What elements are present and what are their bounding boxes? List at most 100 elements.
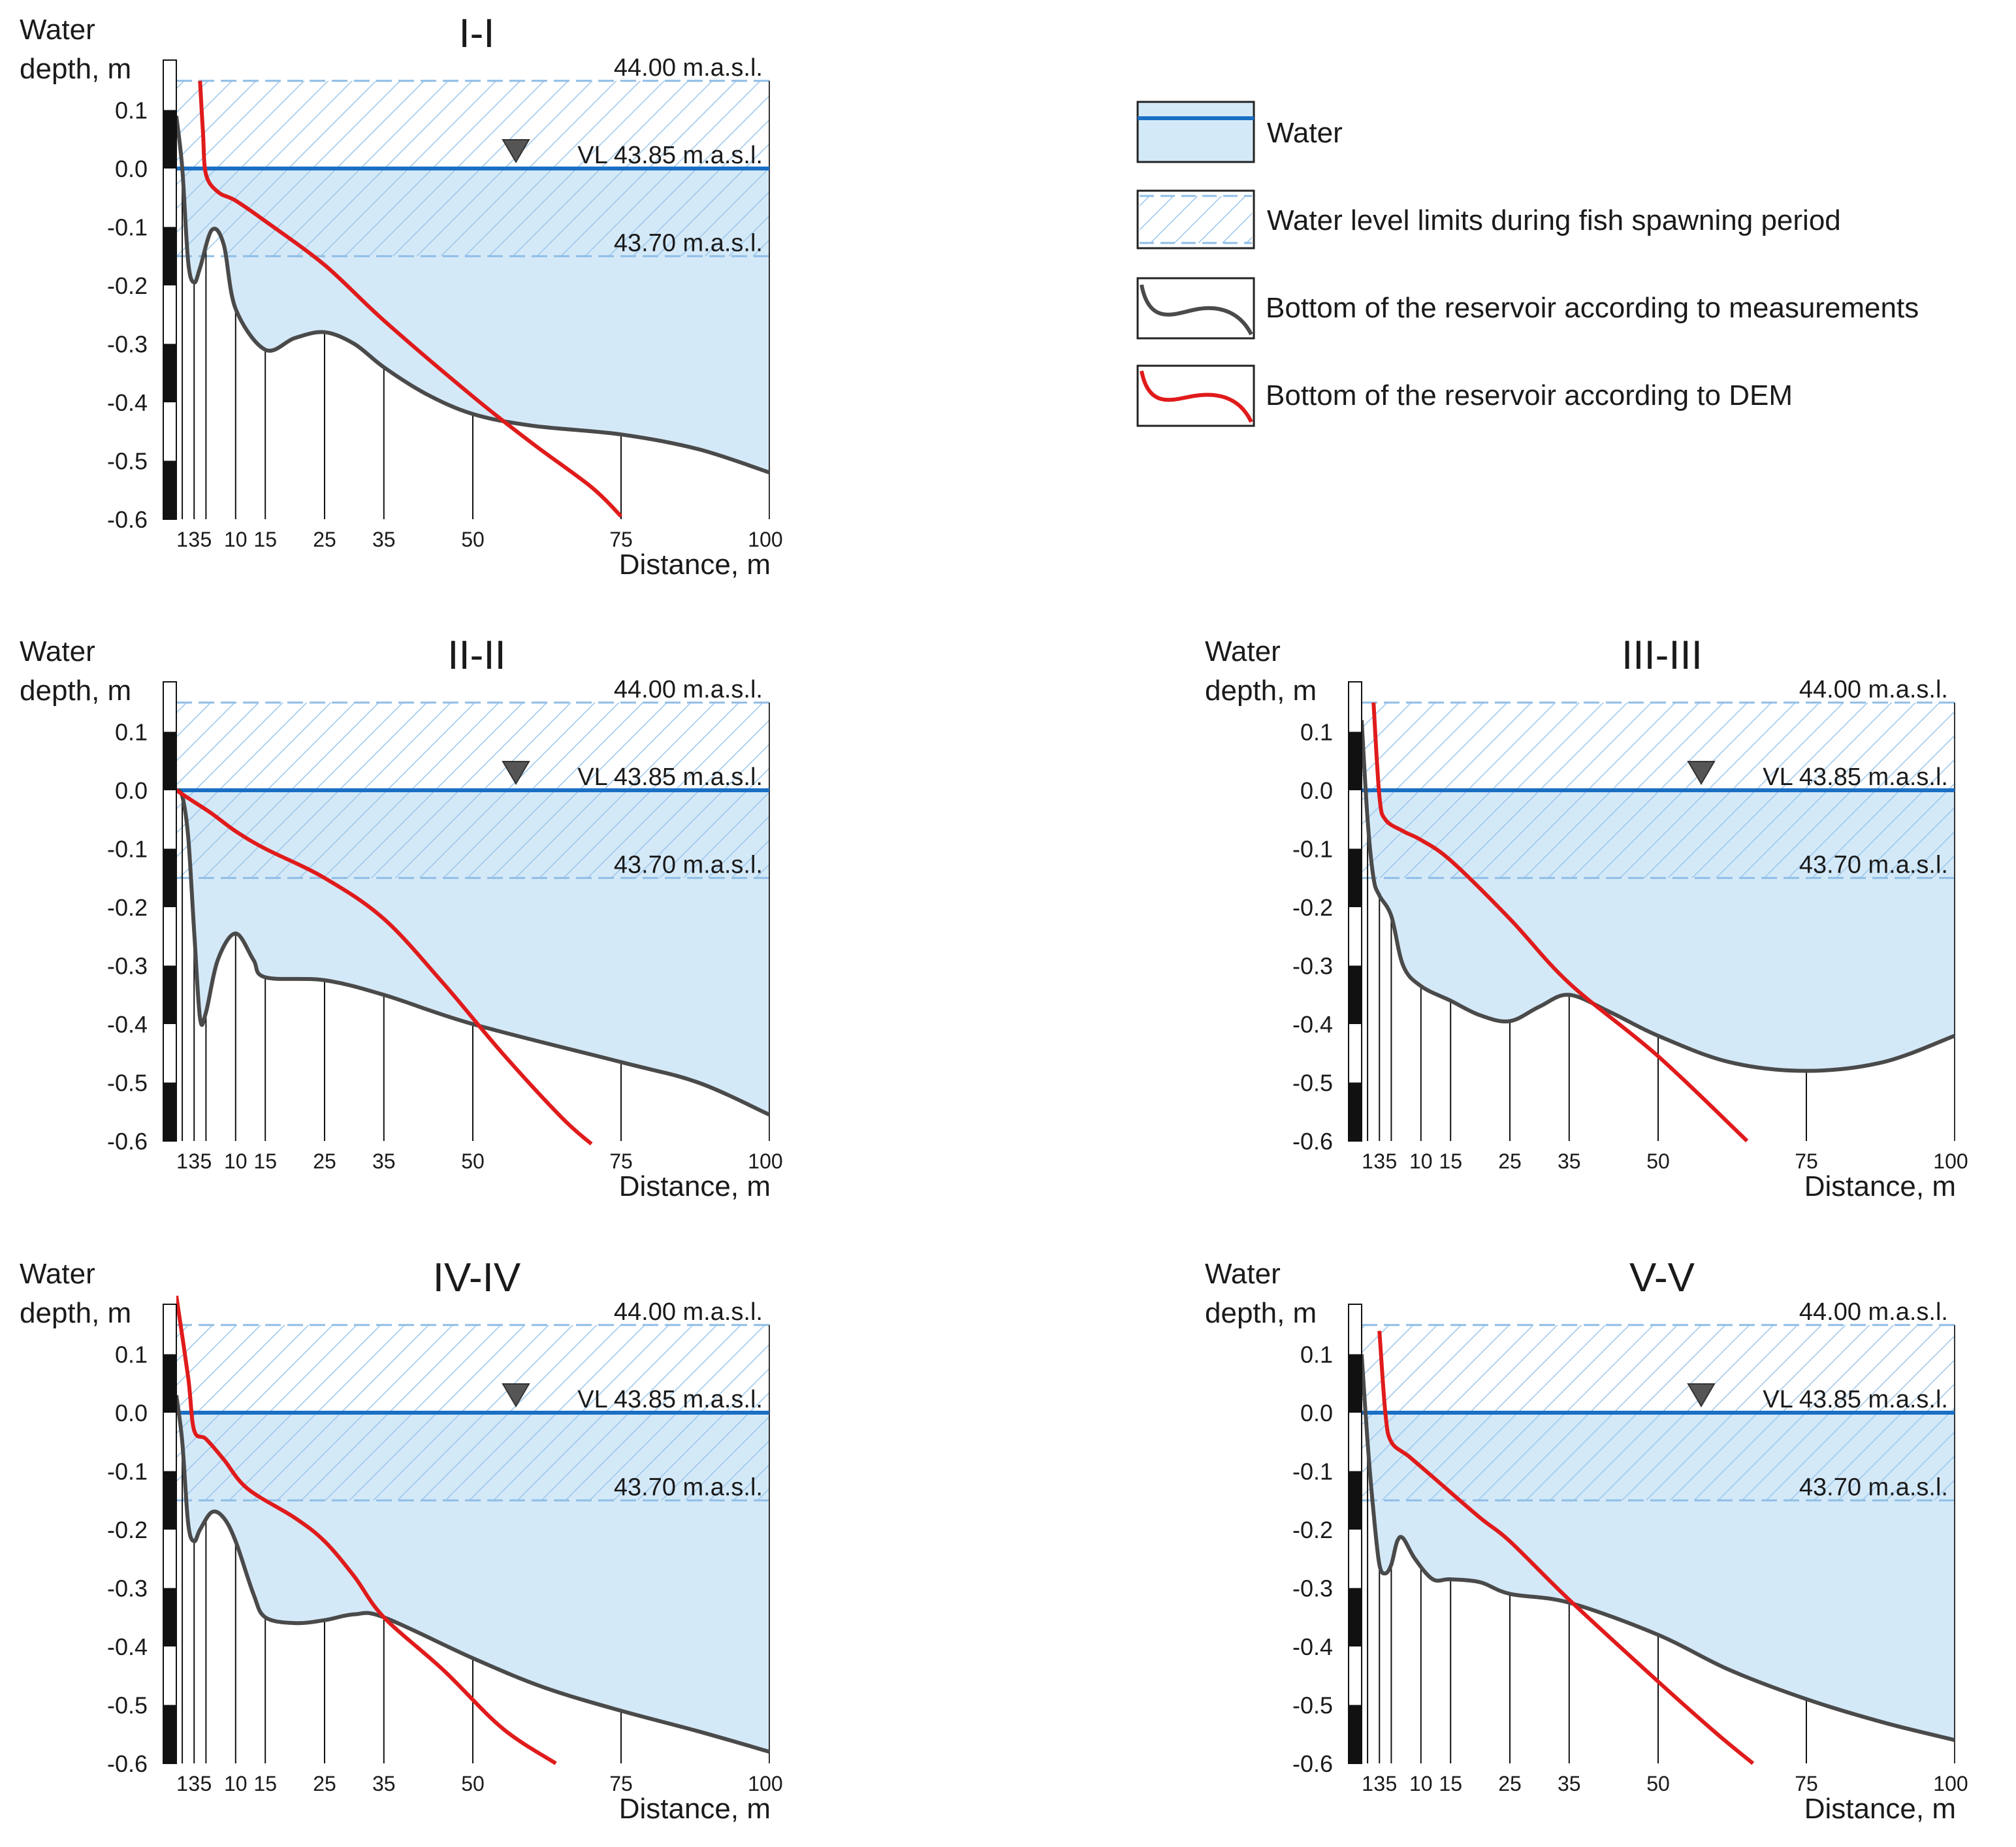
y-tick-label: 0.1 [1300,719,1333,746]
y-tick-label: -0.6 [107,1128,148,1155]
water-level-label: VL 43.85 m.a.s.l. [1763,1386,1948,1413]
x-tick-label: 1 [1362,1149,1373,1173]
y-axis-title-line2: depth, m [1205,1297,1317,1329]
x-tick-label: 100 [748,528,782,551]
y-tick-label: -0.2 [1292,1517,1333,1543]
chart-title: III-III [1622,633,1703,678]
chart-title: I-I [458,11,494,56]
legend-item-water: Water [1136,101,1343,163]
lower-level-label: 43.70 m.a.s.l. [614,851,763,878]
measured-bottom-line [176,788,769,1117]
x-axis-title: Distance, m [619,549,771,581]
x-tick-label: 75 [1795,1149,1818,1173]
y-tick-label: -0.2 [107,272,148,299]
depth-ruler-segment [1349,731,1362,790]
legend-measured-line [1140,284,1253,336]
depth-ruler-segment [1349,1705,1362,1763]
y-tick-label: -0.2 [1292,894,1333,921]
x-tick-label: 3 [188,528,200,551]
measured-bottom-line [1362,720,1955,1073]
y-tick-label: -0.5 [107,1692,148,1719]
y-tick-label: 0.0 [115,1400,148,1426]
x-tick-label: 100 [748,1772,782,1795]
x-tick-label: 75 [609,1772,633,1795]
x-tick-label: 50 [461,528,485,551]
y-tick-label: 0.0 [115,155,148,182]
y-tick-label: -0.1 [107,1458,148,1485]
measured-bottom-line [176,116,769,475]
y-axis-title-line1: Water [1205,1258,1281,1290]
legend-item-measured: Bottom of the reservoir according to mea… [1136,277,1919,340]
y-tick-label: -0.5 [107,1070,148,1097]
y-tick-label: -0.6 [1292,1750,1333,1777]
x-axis-title: Distance, m [1804,1170,1956,1202]
y-tick-label: -0.5 [1292,1070,1333,1097]
measured-bottom-line [1362,1354,1955,1743]
y-tick-label: -0.1 [107,836,148,863]
legend-water-swatch [1136,101,1255,163]
y-tick-label: 0.0 [1300,1400,1333,1426]
water-level-marker-icon [1687,1383,1716,1407]
depth-ruler-segment [163,227,176,285]
depth-ruler-segment [1349,1354,1362,1413]
x-tick-label: 5 [200,1772,212,1795]
x-tick-label: 1 [1362,1772,1373,1795]
y-tick-label: 0.1 [115,1341,148,1368]
x-tick-label: 10 [1409,1149,1433,1173]
y-axis-title-line2: depth, m [20,1297,131,1329]
x-tick-label: 75 [609,1149,633,1173]
legend-item-limits: Water level limits during fish spawning … [1136,189,1841,249]
chart-panel-1: 0.10.0-0.1-0.2-0.3-0.4-0.5-0.61 3 5 10 15 25 3… [20,11,783,581]
water-level-marker-icon [502,761,530,785]
x-axis-title: Distance, m [619,1170,771,1202]
legend-dem-line [1140,370,1253,423]
x-tick-label: 3 [188,1149,200,1173]
x-tick-label: 15 [1439,1149,1462,1173]
y-axis-title-line1: Water [1205,635,1281,667]
x-tick-label: 35 [1558,1772,1581,1795]
depth-ruler-segment [1349,1588,1362,1646]
y-tick-label: 0.1 [115,719,148,746]
x-tick-label: 50 [461,1149,485,1173]
y-tick-label: -0.6 [107,1750,148,1777]
x-tick-label: 25 [313,1772,336,1795]
y-tick-label: -0.3 [107,953,148,980]
chart-panel-2: 0.10.0-0.1-0.2-0.3-0.4-0.5-0.61 3 5 10 15 25 3… [20,633,783,1202]
y-axis-title-line1: Water [20,1258,95,1290]
chart-panel-4: 0.10.0-0.1-0.2-0.3-0.4-0.5-0.61 3 5 10 15 25 3… [20,1255,783,1825]
depth-ruler-segment [163,1705,176,1763]
y-tick-label: 0.1 [1300,1341,1333,1368]
legend-limits-swatch-hatch [1140,196,1252,243]
x-tick-label: 10 [224,1149,248,1173]
y-tick-label: -0.4 [107,1633,148,1660]
upper-level-label: 44.00 m.a.s.l. [1799,1298,1948,1326]
legend-water-label: Water [1267,117,1343,149]
y-tick-label: -0.1 [1292,836,1333,863]
x-tick-label: 1 [176,1772,188,1795]
x-tick-label: 5 [1386,1149,1398,1173]
x-tick-label: 75 [1795,1772,1818,1795]
y-axis-title-line2: depth, m [20,53,131,85]
water-level-label: VL 43.85 m.a.s.l. [577,763,763,791]
y-tick-label: -0.1 [107,214,148,241]
depth-ruler-segment [1349,1082,1362,1141]
x-tick-label: 25 [1498,1149,1522,1173]
chart-title: IV-IV [433,1255,521,1300]
y-axis-title-line1: Water [20,14,95,46]
legend-item-dem: Bottom of the reservoir according to DEM [1136,364,1793,427]
x-tick-label: 25 [313,528,336,551]
chart-panels: 0.10.0-0.1-0.2-0.3-0.4-0.5-0.61 3 5 10 15 25 3… [20,11,1968,1825]
x-tick-label: 35 [1558,1149,1581,1173]
y-tick-label: -0.6 [1292,1128,1333,1155]
depth-ruler-segment [163,1082,176,1141]
x-axis-title: Distance, m [1804,1793,1956,1825]
x-tick-label: 35 [372,528,396,551]
x-tick-label: 5 [200,528,212,551]
water-level-label: VL 43.85 m.a.s.l. [577,142,763,169]
x-tick-label: 1 [176,1149,188,1173]
x-tick-label: 100 [1933,1149,1968,1173]
water-level-label: VL 43.85 m.a.s.l. [1763,763,1948,791]
x-tick-label: 5 [200,1149,212,1173]
y-tick-label: -0.5 [107,448,148,475]
